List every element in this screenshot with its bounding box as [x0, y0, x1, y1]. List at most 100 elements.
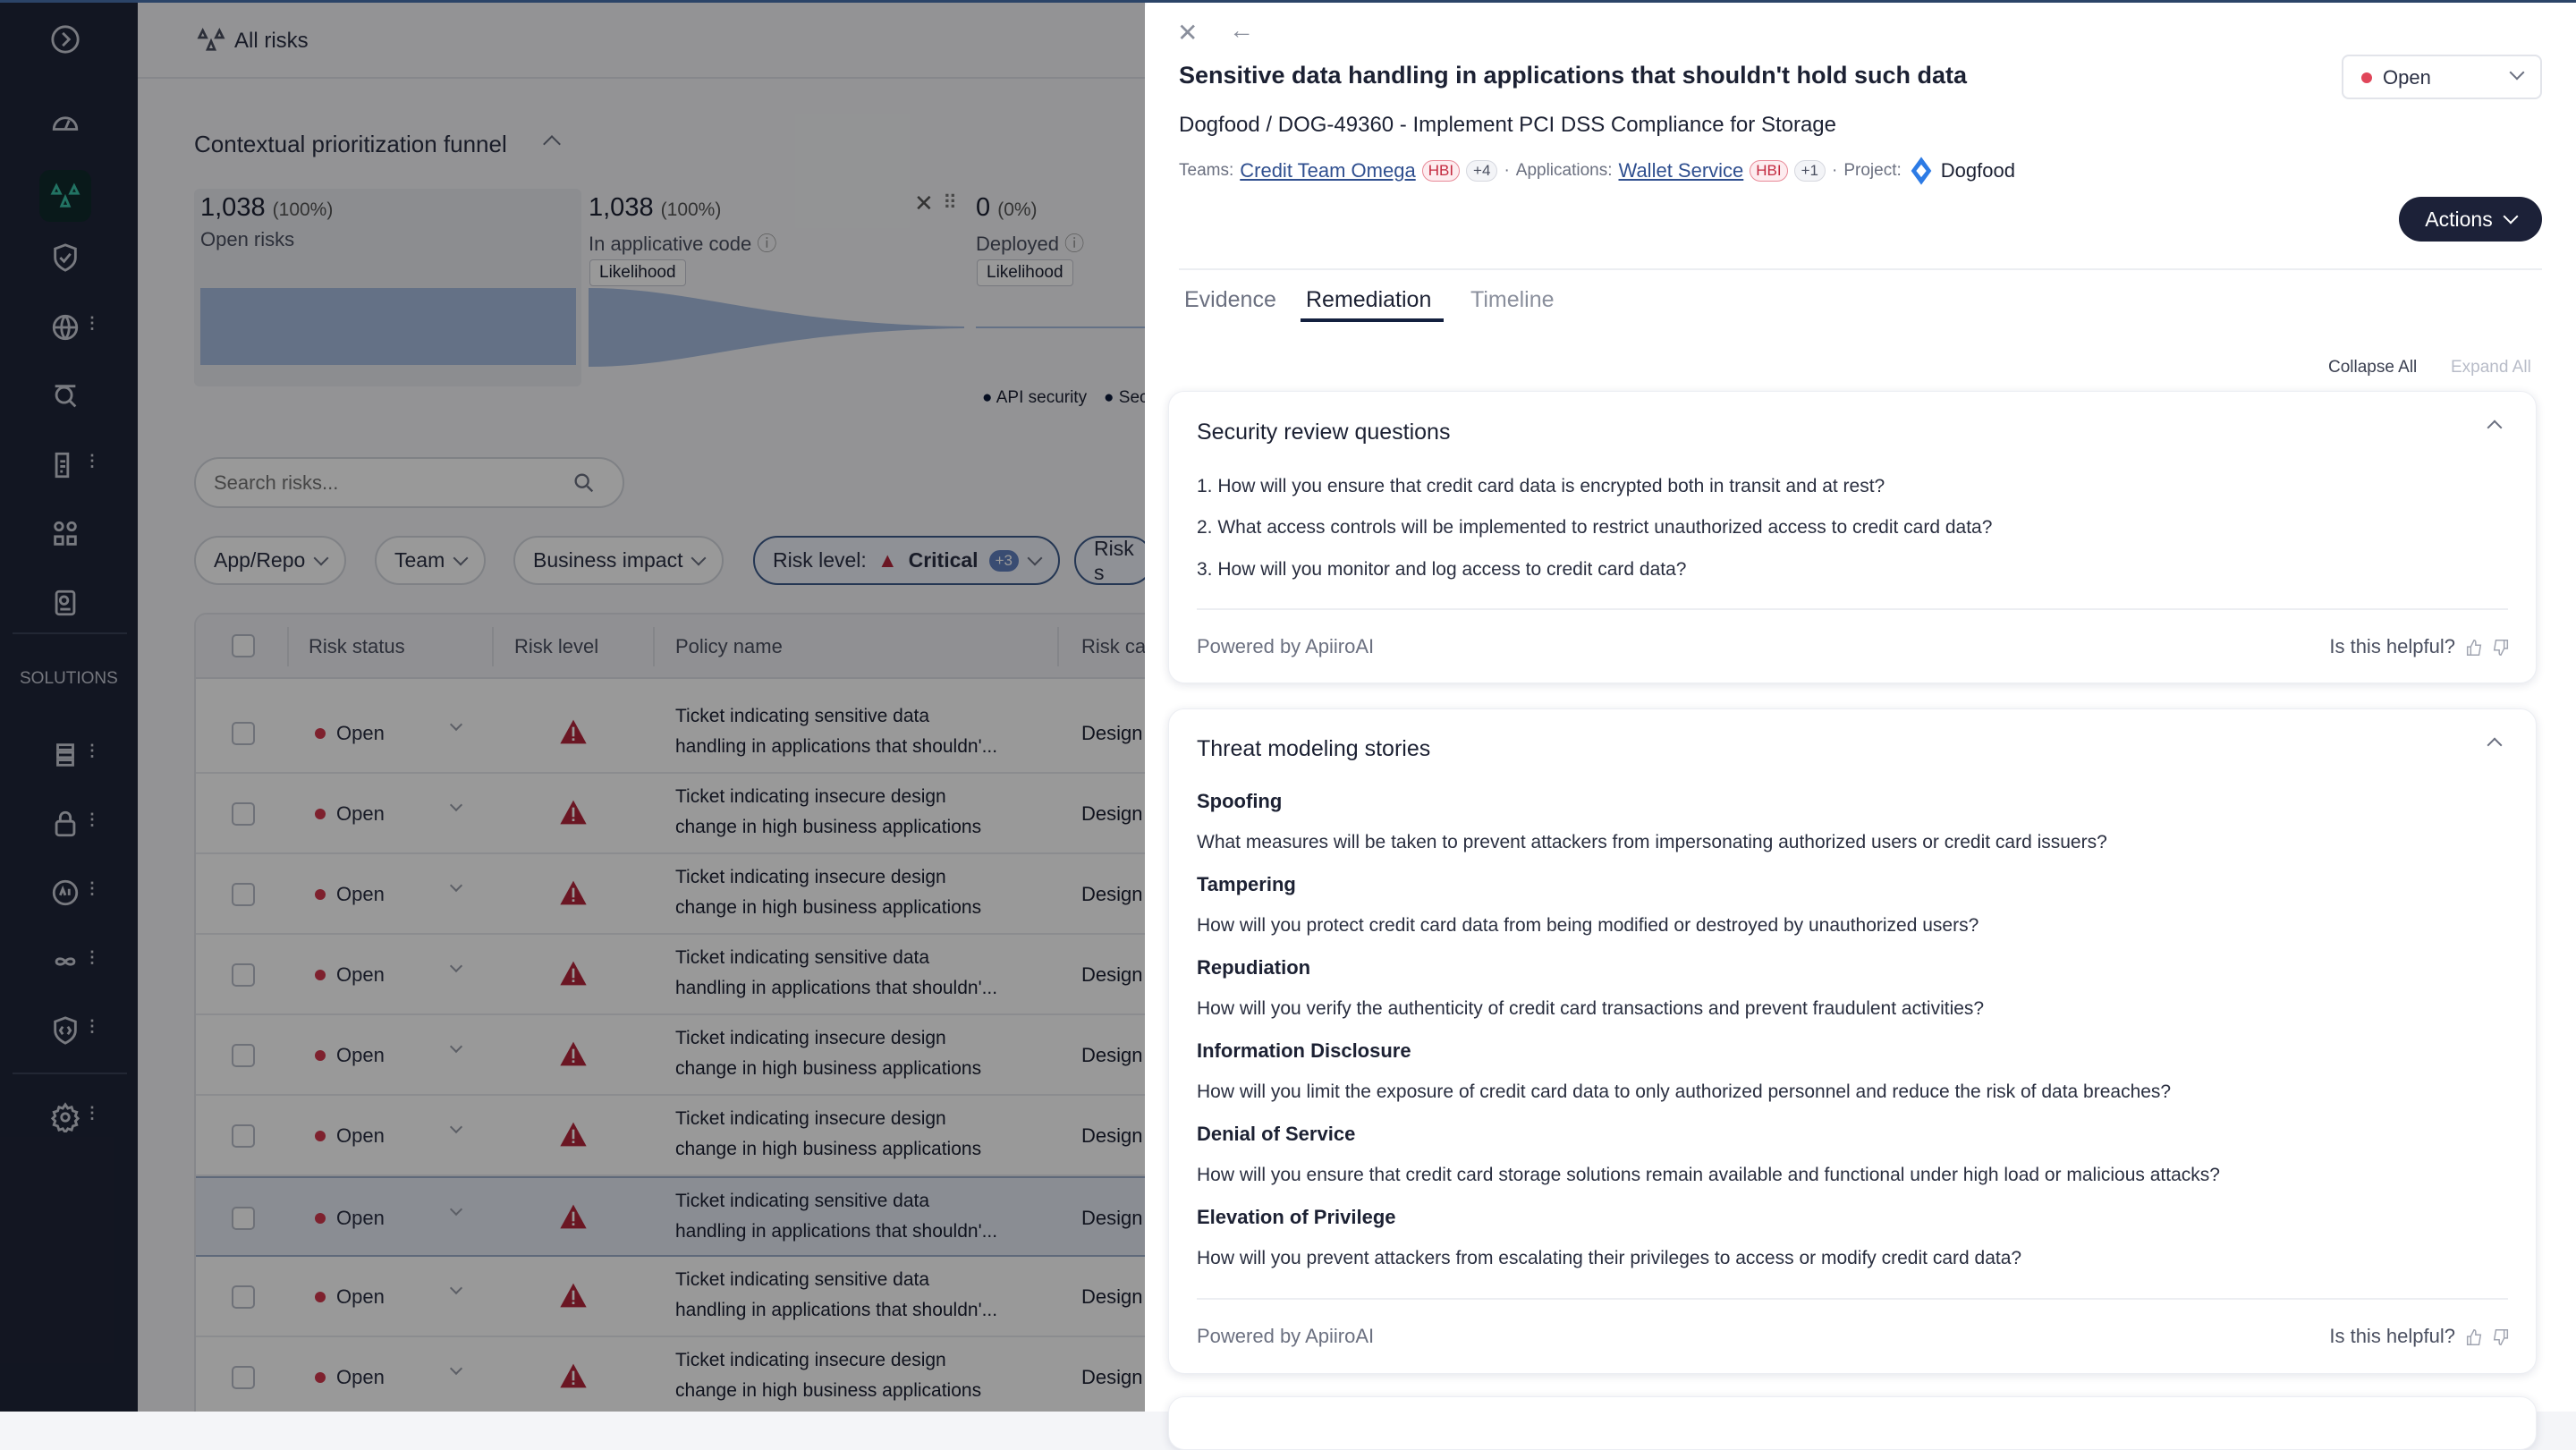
row-checkbox[interactable] [232, 1044, 255, 1067]
policy-name-line[interactable]: Ticket indicating insecure design [675, 1350, 946, 1370]
actions-button[interactable]: Actions [2399, 197, 2542, 242]
expand-chevron-icon[interactable] [45, 19, 86, 60]
tab-timeline[interactable]: Timeline [1470, 287, 1555, 312]
filter-team[interactable]: Team [375, 536, 487, 585]
settings-gear-icon[interactable] [45, 1097, 86, 1138]
collapse-card-icon[interactable] [2487, 420, 2503, 436]
row-checkbox[interactable] [232, 1124, 255, 1148]
column-risk-category[interactable]: Risk ca [1081, 635, 1145, 657]
lock-icon[interactable] [45, 803, 86, 844]
policy-name-line[interactable]: Ticket indicating sensitive data [675, 1269, 930, 1290]
application-link[interactable]: Wallet Service [1618, 159, 1744, 182]
risk-status[interactable]: Open [336, 883, 385, 905]
modal-backdrop[interactable] [0, 0, 1145, 1412]
policy-name-line[interactable]: Ticket indicating sensitive data [675, 706, 930, 726]
table-row[interactable]: Open Ticket indicating sensitive data ha… [196, 1176, 1145, 1257]
risk-status[interactable]: Open [336, 802, 385, 825]
more-apps-badge[interactable]: +1 [1793, 160, 1826, 182]
row-checkbox[interactable] [232, 963, 255, 987]
infinity-icon[interactable] [45, 941, 86, 982]
column-policy-name[interactable]: Policy name [675, 635, 783, 657]
status-dot [315, 728, 326, 739]
policy-name-line[interactable]: change in high business applications [675, 1058, 982, 1079]
tab-remediation[interactable]: Remediation [1306, 287, 1432, 312]
filter-app-repo[interactable]: App/Repo [194, 536, 347, 585]
policy-name-line[interactable]: Ticket indicating insecure design [675, 1028, 946, 1048]
clipboard-icon[interactable] [45, 445, 86, 486]
row-checkbox[interactable] [232, 1285, 255, 1309]
risk-status[interactable]: Open [336, 1044, 385, 1066]
thumbs-down-icon[interactable] [2491, 638, 2511, 657]
thumbs-up-icon[interactable] [2464, 1327, 2484, 1347]
table-row[interactable]: Open Ticket indicating sensitive data ha… [196, 693, 1145, 774]
back-arrow-icon[interactable]: ← [1229, 16, 1254, 44]
likelihood-tag[interactable]: Likelihood [589, 259, 686, 286]
reports-icon[interactable] [45, 582, 86, 623]
search-input[interactable] [194, 457, 624, 508]
policy-name-line[interactable]: Ticket indicating sensitive data [675, 947, 930, 968]
table-row[interactable]: Open Ticket indicating insecure design c… [196, 1337, 1145, 1412]
filter-risk-status[interactable]: Risk s [1074, 536, 1145, 585]
row-checkbox[interactable] [232, 1207, 255, 1230]
team-link[interactable]: Credit Team Omega [1240, 159, 1416, 182]
risks-icon[interactable] [39, 170, 91, 222]
table-row[interactable]: Open Ticket indicating insecure design c… [196, 1096, 1145, 1176]
select-all-checkbox[interactable] [232, 634, 255, 657]
policy-name-line[interactable]: change in high business applications [675, 817, 982, 837]
globe-icon[interactable] [45, 307, 86, 348]
more-teams-badge[interactable]: +4 [1466, 160, 1498, 182]
collapse-all-button[interactable]: Collapse All [2328, 358, 2418, 377]
likelihood-tag[interactable]: Likelihood [977, 259, 1073, 286]
row-checkbox[interactable] [232, 722, 255, 745]
table-row[interactable]: Open Ticket indicating insecure design c… [196, 774, 1145, 854]
policy-name-line[interactable]: handling in applications that shouldn'..… [675, 978, 998, 998]
risk-status[interactable]: Open [336, 1285, 385, 1308]
pipeline-icon[interactable] [45, 734, 86, 776]
policy-name-line[interactable]: Ticket indicating sensitive data [675, 1191, 930, 1211]
filter-risk-level[interactable]: Risk level: ▲ Critical +3 [753, 536, 1060, 585]
filter-business-impact[interactable]: Business impact [513, 536, 724, 585]
risk-status[interactable]: Open [336, 1366, 385, 1388]
code-shield-icon[interactable] [45, 1010, 86, 1051]
row-checkbox[interactable] [232, 1366, 255, 1389]
workflow-icon[interactable] [45, 513, 86, 555]
thumbs-down-icon[interactable] [2491, 1327, 2511, 1347]
collapse-card-icon[interactable] [2487, 737, 2503, 753]
search-field[interactable] [214, 471, 554, 495]
status-dropdown[interactable]: Open [2342, 55, 2542, 99]
shield-check-icon[interactable] [45, 237, 86, 278]
risk-status[interactable]: Open [336, 722, 385, 744]
policy-name-line[interactable]: Ticket indicating insecure design [675, 1108, 946, 1129]
policy-name-line[interactable]: handling in applications that shouldn'..… [675, 736, 998, 757]
table-row[interactable]: Open Ticket indicating insecure design c… [196, 854, 1145, 935]
table-row[interactable]: Open Ticket indicating sensitive data ha… [196, 935, 1145, 1015]
funnel-label: Open risks [200, 228, 295, 250]
row-checkbox[interactable] [232, 883, 255, 906]
expand-all-button[interactable]: Expand All [2451, 358, 2531, 377]
thumbs-up-icon[interactable] [2464, 638, 2484, 657]
policy-name-line[interactable]: change in high business applications [675, 1139, 982, 1159]
policy-name-line[interactable]: Ticket indicating insecure design [675, 867, 946, 887]
hbi-badge: HBI [1750, 160, 1788, 182]
policy-name-line[interactable]: change in high business applications [675, 1380, 982, 1401]
risk-status[interactable]: Open [336, 1207, 385, 1229]
table-row[interactable]: Open Ticket indicating sensitive data ha… [196, 1257, 1145, 1337]
tab-evidence[interactable]: Evidence [1184, 287, 1276, 312]
policy-name-line[interactable]: handling in applications that shouldn'..… [675, 1300, 998, 1320]
risk-status[interactable]: Open [336, 1124, 385, 1147]
remove-stage-icon[interactable]: ✕ [914, 190, 934, 216]
column-risk-status[interactable]: Risk status [309, 635, 405, 657]
inventory-search-icon[interactable] [45, 376, 86, 417]
risk-status[interactable]: Open [336, 963, 385, 986]
search-icon[interactable] [572, 471, 597, 496]
column-risk-level[interactable]: Risk level [514, 635, 599, 657]
drag-handle-icon[interactable]: ⠿ [943, 191, 958, 214]
table-row[interactable]: Open Ticket indicating insecure design c… [196, 1015, 1145, 1096]
api-gear-icon[interactable] [45, 872, 86, 913]
policy-name-line[interactable]: handling in applications that shouldn'..… [675, 1221, 998, 1242]
dashboard-gauge-icon[interactable] [45, 101, 86, 142]
policy-name-line[interactable]: Ticket indicating insecure design [675, 786, 946, 807]
close-icon[interactable]: ✕ [1177, 19, 1199, 47]
row-checkbox[interactable] [232, 802, 255, 826]
policy-name-line[interactable]: change in high business applications [675, 897, 982, 918]
